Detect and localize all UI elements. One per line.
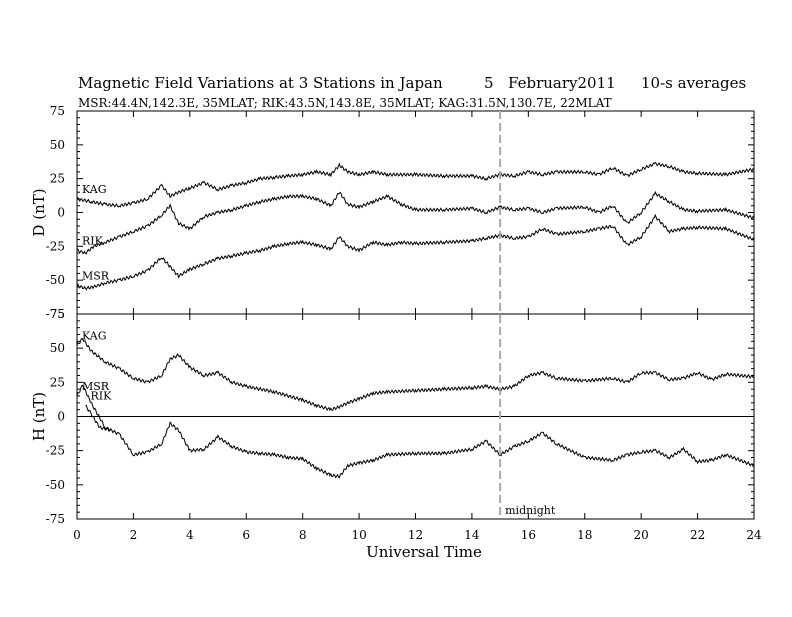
series-line-H-RIK (85, 404, 112, 433)
series-line-D-RIK (76, 190, 755, 255)
series-line-H-KAG (76, 337, 755, 412)
x-tick-label: 16 (521, 528, 536, 542)
panel-frame-D (76, 110, 755, 315)
midnight-marker-label: midnight (505, 504, 556, 517)
chart-date-month-year: February2011 (508, 74, 616, 92)
y-axis-title-D: D (nT) (30, 188, 48, 236)
x-tick-label: 24 (746, 528, 762, 542)
y-tick-label-H: 75 (50, 307, 65, 321)
y-tick-label-D: -75 (46, 307, 65, 321)
x-tick-label: 6 (242, 528, 250, 542)
series-label-D-KAG: KAG (82, 183, 107, 196)
y-tick-label-H: -75 (46, 512, 65, 526)
y-tick-label-D: 50 (50, 138, 65, 152)
y-tick-label-H: 0 (57, 410, 65, 424)
chart-date-day: 5 (484, 74, 494, 92)
x-axis-title: Universal Time (366, 543, 482, 561)
series-label-H-KAG: KAG (82, 329, 107, 342)
x-tick-label: 8 (299, 528, 307, 542)
series-label-H-RIK: RIK (90, 390, 112, 403)
series-line-D-KAG (76, 161, 755, 208)
x-tick-label: 10 (351, 528, 366, 542)
x-tick-label: 4 (186, 528, 194, 542)
series-label-H-MSR: MSR (82, 380, 110, 393)
x-tick-label: 14 (464, 528, 480, 542)
y-tick-label-D: -50 (46, 273, 65, 287)
x-tick-label: 2 (130, 528, 138, 542)
chart-stations-subtitle: MSR:44.4N,142.3E, 35MLAT; RIK:43.5N,143.… (78, 96, 612, 110)
y-tick-label-D: -25 (46, 239, 65, 253)
series-line-D-MSR (76, 213, 755, 291)
x-tick-label: 22 (690, 528, 705, 542)
series-label-D-RIK: RIK (82, 234, 104, 247)
y-tick-label-D: 75 (50, 104, 65, 118)
y-tick-label-H: 50 (50, 341, 65, 355)
x-tick-label: 12 (408, 528, 423, 542)
y-tick-label-H: -50 (46, 478, 65, 492)
series-line-H-MSR (76, 384, 755, 479)
x-tick-label: 20 (634, 528, 649, 542)
chart-title: Magnetic Field Variations at 3 Stations … (78, 74, 443, 92)
y-tick-label-H: -25 (46, 444, 65, 458)
y-tick-label-H: 25 (50, 375, 65, 389)
x-tick-label: 0 (73, 528, 81, 542)
panel-D: 75 50 25 0 -25 -50 -75 D (nT) KAG RIK MSR (30, 104, 755, 321)
y-tick-label-D: 0 (57, 206, 65, 220)
chart-averaging-label: 10-s averages (641, 74, 746, 92)
x-tick-label: 18 (577, 528, 592, 542)
series-label-D-MSR: MSR (82, 270, 110, 283)
y-tick-label-D: 25 (50, 172, 65, 186)
y-axis-title-H: H (nT) (30, 392, 48, 441)
